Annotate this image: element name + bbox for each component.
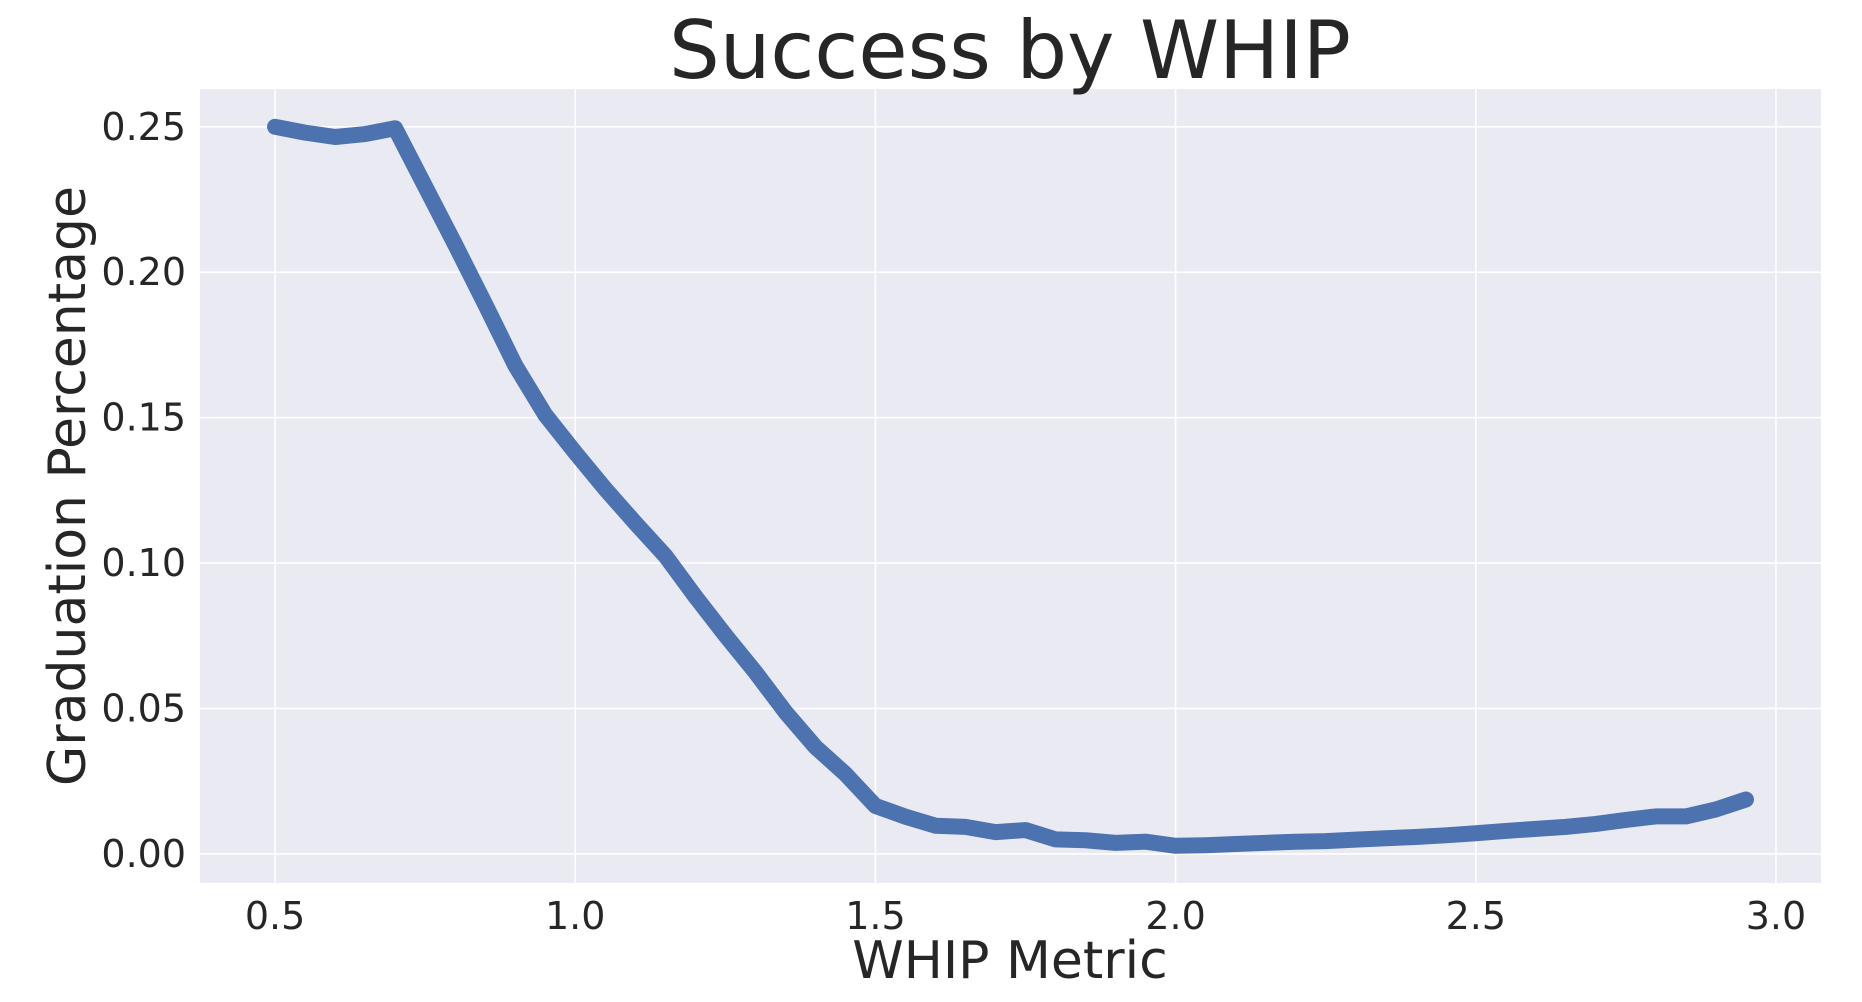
x-axis: 0.5 1.0 1.5 2.0 2.5 3.0 — [245, 894, 1806, 938]
y-tick-label: 0.10 — [101, 541, 186, 585]
x-tick-label: 2.0 — [1145, 894, 1205, 938]
plot-background — [200, 89, 1821, 883]
y-tick-label: 0.25 — [101, 105, 186, 149]
x-tick-label: 1.5 — [845, 894, 905, 938]
x-tick-label: 0.5 — [245, 894, 305, 938]
x-tick-label: 3.0 — [1746, 894, 1806, 938]
chart-title: Success by WHIP — [669, 4, 1351, 97]
series-layer — [267, 118, 1754, 854]
series-line-0 — [267, 118, 1754, 854]
y-tick-label: 0.00 — [101, 832, 186, 876]
y-tick-label: 0.15 — [101, 396, 186, 440]
y-tick-label: 0.05 — [101, 686, 186, 730]
x-axis-label: WHIP Metric — [852, 931, 1167, 991]
y-axis-label: Graduation Percentage — [38, 186, 98, 786]
x-tick-label: 2.5 — [1446, 894, 1506, 938]
y-axis: 0.00 0.05 0.10 0.15 0.20 0.25 — [101, 105, 186, 876]
x-tick-label: 1.0 — [545, 894, 605, 938]
grid — [200, 89, 1821, 883]
y-tick-label: 0.20 — [101, 250, 186, 294]
